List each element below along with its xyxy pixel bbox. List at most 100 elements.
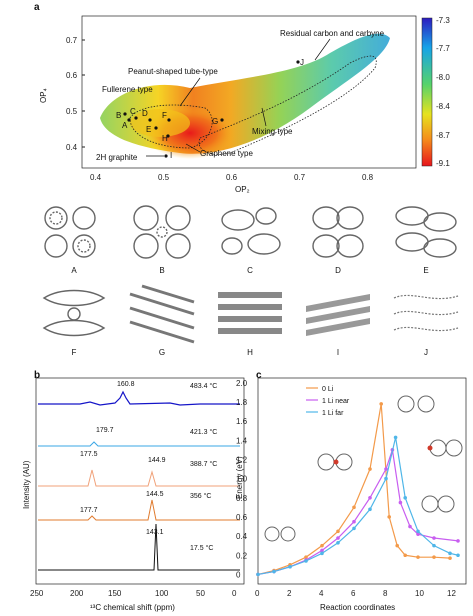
x-tick-0.7: 0.7: [294, 173, 306, 182]
peak-177.5: 177.5: [80, 451, 98, 458]
b-ylabel: Intensity (AU): [22, 460, 31, 509]
peak-177.7: 177.7: [80, 507, 98, 514]
peak-160.8: 160.8: [117, 381, 135, 388]
c-ytick-1.4: 1.4: [236, 436, 248, 445]
y-axis-label: OP₄: [39, 88, 48, 103]
series-0-point-12: [416, 555, 420, 559]
spectrum-421: [38, 441, 240, 447]
point-B: B: [116, 111, 121, 120]
series-1-point-5: [336, 536, 340, 540]
series-2-point-12: [432, 543, 436, 548]
c-xtick-2: 2: [287, 589, 292, 598]
y-tick-0.6: 0.6: [66, 71, 78, 80]
y-tick-0.4: 0.4: [66, 143, 78, 152]
series-0-point-5: [336, 529, 340, 534]
peak-144.5: 144.5: [146, 491, 164, 498]
c-xtick-6: 6: [351, 589, 356, 598]
structure-label-F: F: [71, 348, 77, 357]
c-ytick-0.4: 0.4: [236, 532, 248, 541]
c-ytick-1.0: 1.0: [236, 475, 248, 484]
legend-0li: 0 Li: [322, 386, 334, 393]
c-frame: [257, 377, 467, 585]
b-xtick-250: 250: [30, 589, 44, 598]
series-0-point-11: [403, 553, 407, 558]
x-tick-0.6: 0.6: [226, 173, 238, 182]
structure-image-F: [42, 289, 106, 337]
structure-grid: A B C D E F G H I J: [0, 200, 473, 370]
temp-388: 388.7 °C: [190, 460, 217, 468]
structure-label-B: B: [159, 266, 165, 275]
annot-peanut: Peanut-shaped tube-type: [128, 67, 218, 76]
series-0-point-9: [387, 515, 391, 519]
annot-graphite: 2H graphite: [96, 153, 138, 162]
panel-c-letter: c: [256, 370, 262, 381]
series-0-point-7: [368, 467, 372, 471]
series-2-point-10: [403, 495, 407, 500]
c-ytick-1.6: 1.6: [236, 417, 248, 426]
point-H: H: [162, 134, 168, 143]
c-molecule-icons: [264, 395, 463, 542]
point-E: E: [146, 125, 151, 134]
series-2-point-2: [288, 564, 292, 569]
structure-image-G: [129, 284, 195, 344]
structure-label-A: A: [71, 266, 77, 275]
c-legend: 0 Li 1 Li near 1 Li far: [306, 386, 350, 417]
c-xtick-10: 10: [415, 589, 424, 598]
b-xtick-100: 100: [155, 589, 169, 598]
panel-a-letter: a: [34, 2, 40, 13]
c-ytick-1.2: 1.2: [236, 455, 248, 464]
structure-label-E: E: [423, 266, 429, 275]
x-tick-0.8: 0.8: [362, 173, 374, 182]
point-F: F: [162, 111, 167, 120]
c-xtick-12: 12: [447, 589, 456, 598]
series-1-point-6: [352, 519, 356, 524]
series-line-2: [257, 437, 459, 576]
c-ytick-0: 0: [236, 570, 241, 579]
point-G: G: [212, 117, 218, 126]
series-0-point-13: [432, 555, 436, 559]
colorbar: [421, 17, 433, 167]
annot-mixing: Mixing type: [252, 127, 293, 136]
structure-image-J: [393, 294, 459, 332]
series-1-point-12: [416, 532, 420, 536]
structure-image-B: [133, 205, 191, 259]
spectrum-17: [38, 523, 240, 571]
series-0-point-8: [379, 402, 383, 406]
b-xtick-200: 200: [70, 589, 84, 598]
series-2-point-11: [416, 529, 420, 534]
c-ytick-1.8: 1.8: [236, 398, 248, 407]
x-axis-label: OP₂: [235, 185, 250, 194]
temp-483: 483.4 °C: [190, 382, 217, 390]
structure-label-D: D: [335, 266, 341, 275]
annot-residual: Residual carbon and carbyne: [280, 29, 385, 38]
structure-label-I: I: [336, 348, 340, 357]
cbar-tick-2: -8.0: [436, 73, 450, 82]
peak-179.7: 179.7: [96, 427, 114, 434]
y-tick-0.5: 0.5: [66, 107, 78, 116]
c-ytick-0.6: 0.6: [236, 513, 248, 522]
annot-graphene: Graphene type: [200, 149, 253, 158]
series-2-point-6: [352, 526, 356, 531]
c-ylabel: Energy (eV): [235, 456, 244, 499]
point-A: A: [122, 121, 128, 130]
series-0-point-6: [352, 505, 356, 510]
c-xtick-4: 4: [319, 589, 324, 598]
x-tick-0.4: 0.4: [90, 173, 102, 182]
spectrum-388: [38, 469, 240, 487]
series-1-point-8: [384, 467, 388, 471]
annot-fullerene: Fullerene type: [102, 85, 153, 94]
c-xlabel: Reaction coordinates: [320, 603, 395, 612]
c-ytick-0.2: 0.2: [236, 551, 248, 560]
c-ytick-2.0: 2.0: [236, 379, 248, 388]
panel-b-letter: b: [34, 370, 41, 381]
series-1-point-10: [398, 500, 403, 505]
point-D: D: [142, 109, 148, 118]
series-2-point-7: [368, 507, 372, 512]
y-tick-0.7: 0.7: [66, 36, 78, 45]
c-ytick-0.8: 0.8: [236, 494, 248, 503]
series-1-point-13: [432, 536, 436, 540]
structure-label-J: J: [424, 348, 428, 357]
panel-c-energy-chart: Energy (eV) Reaction coordinates 0 2 4 6 8 10…: [235, 377, 467, 612]
series-line-0: [257, 403, 451, 576]
structure-image-C: [221, 207, 281, 255]
